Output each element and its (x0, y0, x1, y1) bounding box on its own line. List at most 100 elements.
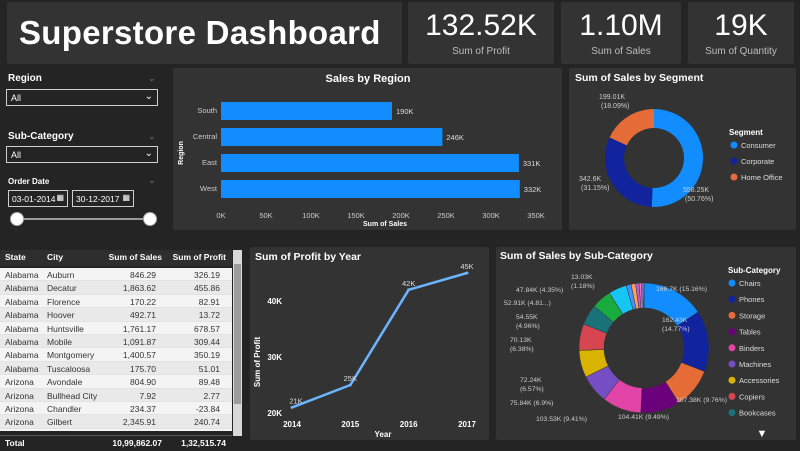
subcat-legend-item[interactable]: Storage (739, 311, 765, 320)
table-row[interactable]: Arizona Avondale 804.90 89.48 (0, 375, 232, 389)
table-scrollbar[interactable] (233, 250, 242, 436)
region-bar[interactable] (221, 128, 443, 146)
table-row[interactable]: Alabama Montgomery 1,400.57 350.19 (0, 348, 232, 362)
profit-point[interactable] (465, 271, 469, 275)
segment-slice[interactable] (651, 109, 704, 207)
subcat-slice[interactable] (642, 282, 645, 309)
total-label: Total (5, 438, 25, 448)
subcat-data-label: 52.91K (4.81...) (504, 300, 551, 307)
subcat-legend-item[interactable]: Phones (739, 295, 765, 304)
kpi-card-profit[interactable]: 132.52K Sum of Profit (408, 2, 554, 64)
table-row[interactable]: Alabama Hoover 492.71 13.72 (0, 308, 232, 322)
kpi-profit-value: 132.52K (425, 8, 537, 42)
region-select[interactable]: All ⌄ (6, 89, 158, 106)
table-row[interactable]: ArizonaGlendale1,721.67175.45 (0, 429, 232, 432)
cell-sales: 492.71 (130, 310, 156, 321)
subcat-legend-item[interactable]: Copiers (739, 392, 765, 401)
region-category-label: Central (193, 132, 218, 141)
segment-data-label-pct: (31.15%) (581, 185, 609, 192)
subcat-data-label: 75.84K (6.9%) (510, 400, 553, 407)
calendar-icon[interactable]: ▦ (56, 193, 64, 202)
sales-by-subcategory-panel[interactable]: Sum of Sales by Sub-Category 166.7K (15.… (496, 247, 796, 440)
segment-slice[interactable] (605, 137, 653, 207)
profit-point[interactable] (407, 288, 411, 292)
segment-legend-marker (730, 157, 738, 165)
region-collapse-chevron-icon[interactable]: ⌄ (148, 73, 156, 83)
date-slider-start-handle[interactable] (10, 212, 24, 226)
subcat-data-label: 70.13K (510, 337, 532, 344)
legend-more-chevron-icon[interactable]: ▼ (757, 428, 768, 440)
profit-data-label: 42K (402, 279, 415, 288)
region-category-label: East (202, 158, 218, 167)
date-collapse-chevron-icon[interactable]: ⌄ (148, 175, 156, 185)
cell-profit: 2.77 (203, 390, 220, 401)
date-end-input[interactable]: 30-12-2017 ▦ (72, 190, 134, 207)
col-header-city[interactable]: City (47, 252, 64, 262)
cell-profit: 350.19 (194, 350, 220, 361)
cell-city: Chandler (47, 403, 82, 414)
region-bar[interactable] (221, 154, 519, 172)
subcat-legend-item[interactable]: Chairs (739, 279, 761, 288)
region-bar[interactable] (221, 102, 392, 120)
region-bar-label: 331K (523, 159, 541, 168)
subcategory-select[interactable]: All ⌄ (6, 146, 158, 163)
line-chart-title: Sum of Profit by Year (255, 251, 361, 263)
segment-data-label-pct: (18.09%) (601, 103, 629, 110)
table-row[interactable]: Alabama Decatur 1,863.62 455.86 (0, 281, 232, 295)
calendar-icon[interactable]: ▦ (122, 193, 130, 202)
subcategory-filter-label: Sub-Category (8, 131, 74, 142)
region-category-label: West (200, 184, 218, 193)
subcat-data-label: 47.84K (4.35%) (516, 287, 563, 294)
date-start-input[interactable]: 03-01-2014 ▦ (8, 190, 68, 207)
table-row[interactable]: Arizona Gilbert 2,345.91 240.74 (0, 415, 232, 429)
total-profit: 1,32,515.74 (181, 438, 226, 448)
line-y-tick: 30K (267, 353, 282, 362)
table-row[interactable]: Alabama Huntsville 1,761.17 678.57 (0, 322, 232, 335)
table-row[interactable]: Arizona Chandler 234.37 -23.84 (0, 402, 232, 416)
subcat-data-label: 13.03K (571, 274, 593, 281)
table-row[interactable]: Alabama Florence 170.22 82.91 (0, 295, 232, 309)
subcat-legend-item[interactable]: Machines (739, 360, 771, 369)
kpi-card-sales[interactable]: 1.10M Sum of Sales (561, 2, 681, 64)
subcategory-collapse-chevron-icon[interactable]: ⌄ (148, 131, 156, 141)
sales-by-region-chart: Sales by Region Region Sum of Sales 0K 50… (178, 73, 545, 228)
date-slider-track[interactable] (13, 218, 153, 220)
subcat-legend-item[interactable]: Tables (739, 328, 761, 337)
table-row[interactable]: Arizona Bullhead City 7.92 2.77 (0, 388, 232, 402)
sales-by-segment-panel[interactable]: Sum of Sales by Segment 558.25K (50.76%) 3… (569, 68, 796, 230)
subcat-legend-item[interactable]: Binders (739, 344, 765, 353)
segment-legend-item[interactable]: Home Office (741, 173, 783, 182)
subcat-legend-marker (728, 392, 736, 400)
col-header-state[interactable]: State (5, 252, 26, 262)
segment-slice[interactable] (609, 109, 654, 146)
profit-point[interactable] (348, 383, 352, 387)
subcat-data-label: 72.24K (520, 377, 542, 384)
col-header-profit[interactable]: Sum of Profit (172, 252, 226, 262)
table-scrollbar-thumb[interactable] (234, 264, 241, 404)
region-bar[interactable] (221, 180, 520, 198)
kpi-card-quantity[interactable]: 19K Sum of Quantity (688, 2, 794, 64)
line-x-tick: 2017 (458, 420, 476, 429)
table-row[interactable]: Alabama Auburn 846.29 326.19 (0, 268, 232, 282)
cell-city: Huntsville (47, 323, 84, 334)
subcat-data-label-pct: (6.57%) (520, 386, 544, 393)
profit-by-year-panel[interactable]: Sum of Profit by Year Sum of Profit Year… (250, 247, 489, 440)
segment-legend-item[interactable]: Consumer (741, 141, 776, 150)
region-select-value: All (11, 93, 22, 103)
subcat-data-label-pct: (6.38%) (510, 346, 534, 353)
date-slider-end-handle[interactable] (143, 212, 157, 226)
table-row[interactable]: Alabama Mobile 1,091.87 309.44 (0, 334, 232, 349)
col-header-sales[interactable]: Sum of Sales (108, 252, 162, 262)
cell-state: Alabama (5, 350, 39, 361)
profit-point[interactable] (290, 405, 294, 409)
segment-legend-item[interactable]: Corporate (741, 157, 774, 166)
state-city-table[interactable]: State City Sum of Sales Sum of Profit Al… (0, 250, 243, 451)
profit-line[interactable] (291, 271, 468, 409)
subcat-legend-item[interactable]: Accessories (739, 376, 780, 385)
cell-city: Bullhead City (47, 390, 98, 401)
region-bar-label: 246K (446, 133, 464, 142)
cell-sales: 7.92 (139, 390, 156, 401)
table-row[interactable]: Alabama Tuscaloosa 175.70 51.01 (0, 361, 232, 376)
subcat-legend-item[interactable]: Bookcases (739, 409, 776, 418)
sales-by-region-panel[interactable]: Sales by Region Region Sum of Sales 0K 50… (173, 68, 562, 230)
